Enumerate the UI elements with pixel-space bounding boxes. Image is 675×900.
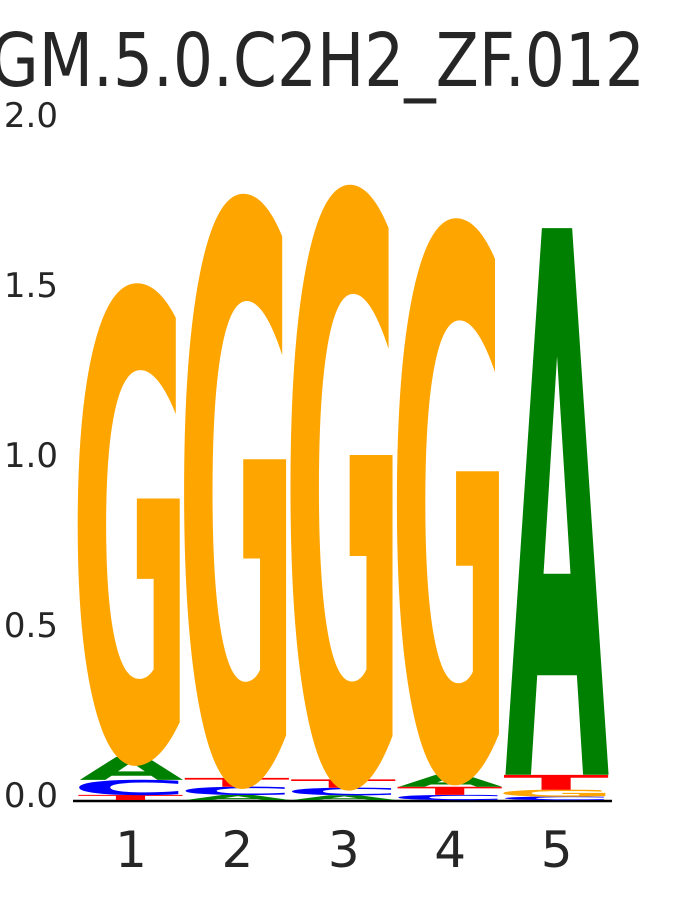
logo-letter-A-pos5: A — [505, 80, 610, 900]
y-tick-label: 1.5 — [3, 266, 58, 306]
x-tick-label: 4 — [434, 821, 467, 879]
logo-letter-C-pos4: C — [390, 794, 507, 802]
logo-letter-A-pos4: A — [398, 772, 502, 791]
logo-letter-C-pos2: C — [178, 785, 295, 798]
logo-letter-G-pos5: G — [496, 788, 616, 799]
y-tick-label: 0.5 — [3, 606, 58, 646]
logo-letter-A-pos3: A — [292, 794, 397, 802]
logo-letter-G-pos3: G — [283, 36, 403, 900]
logo-letter-T-pos1: T — [78, 794, 184, 802]
y-tick-label: 0.0 — [3, 776, 58, 816]
x-tick-label: 2 — [221, 821, 254, 879]
logo-letter-G-pos2: G — [177, 48, 297, 900]
x-tick-label: 5 — [540, 821, 573, 879]
logo-letter-T-pos3: T — [290, 777, 396, 791]
logo-letter-C-pos5: C — [497, 796, 614, 801]
logo-letter-T-pos4: T — [397, 785, 503, 798]
logo-letter-A-pos2: A — [186, 793, 291, 801]
x-tick-label: 3 — [327, 821, 360, 879]
logo-letter-G-pos4: G — [390, 81, 510, 900]
y-tick-label: 2.0 — [3, 96, 58, 136]
y-tick-label: 1.0 — [3, 436, 58, 476]
chart-title: GM.5.0.C2H2_ZF.012 — [0, 18, 645, 104]
logo-letter-T-pos5: T — [503, 771, 609, 795]
x-tick-label: 1 — [115, 821, 147, 879]
logo-letter-A-pos1: A — [79, 751, 184, 788]
logo-letter-C-pos1: C — [71, 776, 188, 800]
logo-letter-G-pos1: G — [70, 165, 190, 900]
logo-letter-C-pos3: C — [284, 786, 401, 798]
logo-letter-T-pos2: T — [184, 775, 290, 789]
